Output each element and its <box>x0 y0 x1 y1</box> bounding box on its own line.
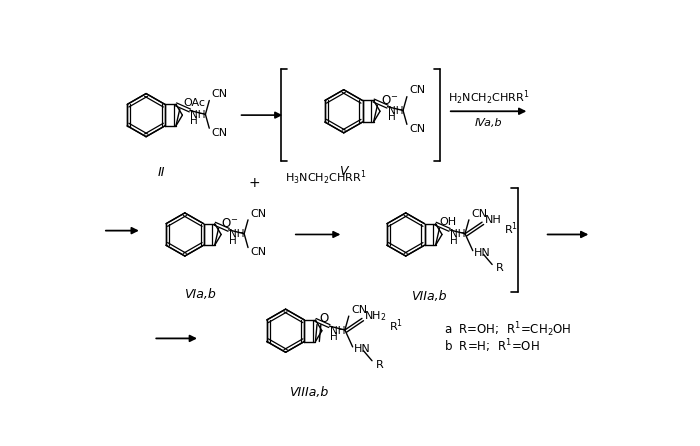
Text: NH: NH <box>229 230 244 240</box>
Text: H: H <box>388 112 395 123</box>
Text: CN: CN <box>471 209 487 219</box>
Text: H$_2$NCH$_2$CHRR$^1$: H$_2$NCH$_2$CHRR$^1$ <box>448 89 530 107</box>
Text: CN: CN <box>251 209 267 219</box>
Text: NH: NH <box>388 106 403 116</box>
Text: VIIIa,b: VIIIa,b <box>288 386 328 399</box>
Text: a  R=OH;  R$^1$=CH$_2$OH: a R=OH; R$^1$=CH$_2$OH <box>444 320 571 339</box>
Text: R$^1$: R$^1$ <box>504 220 518 237</box>
Text: V: V <box>339 165 347 178</box>
Text: CN: CN <box>251 247 267 257</box>
Text: CN: CN <box>211 89 228 99</box>
Text: VIIa,b: VIIa,b <box>411 289 447 302</box>
Text: NH: NH <box>484 215 501 225</box>
Text: HN: HN <box>354 344 371 354</box>
Text: OAc: OAc <box>183 98 206 108</box>
Text: NH: NH <box>330 326 345 336</box>
Text: VIa,b: VIa,b <box>184 288 216 301</box>
Text: CN: CN <box>211 128 228 138</box>
Text: IVa,b: IVa,b <box>475 118 503 128</box>
Text: OH: OH <box>440 217 456 227</box>
Text: H: H <box>229 235 237 246</box>
Text: b  R=H;  R$^1$=OH: b R=H; R$^1$=OH <box>444 337 540 355</box>
Text: R$^1$: R$^1$ <box>389 318 403 334</box>
Text: NH: NH <box>450 230 466 240</box>
Text: +: + <box>248 176 260 190</box>
Text: H: H <box>330 332 337 342</box>
Text: HN: HN <box>475 248 491 258</box>
Text: O$^{-}$: O$^{-}$ <box>382 94 399 107</box>
Text: NH$_2$: NH$_2$ <box>364 309 387 323</box>
Text: H$_3$NCH$_2$CHRR$^1$: H$_3$NCH$_2$CHRR$^1$ <box>285 169 367 187</box>
Text: R: R <box>496 263 504 273</box>
Text: H: H <box>190 116 198 126</box>
Text: NH: NH <box>190 110 206 120</box>
Text: R: R <box>376 359 384 370</box>
Text: CN: CN <box>351 305 368 315</box>
Text: CN: CN <box>410 124 426 134</box>
Text: O$^{-}$: O$^{-}$ <box>221 217 238 230</box>
Text: II: II <box>158 166 165 179</box>
Text: H: H <box>450 235 458 246</box>
Text: CN: CN <box>410 86 426 95</box>
Text: O: O <box>319 312 328 325</box>
